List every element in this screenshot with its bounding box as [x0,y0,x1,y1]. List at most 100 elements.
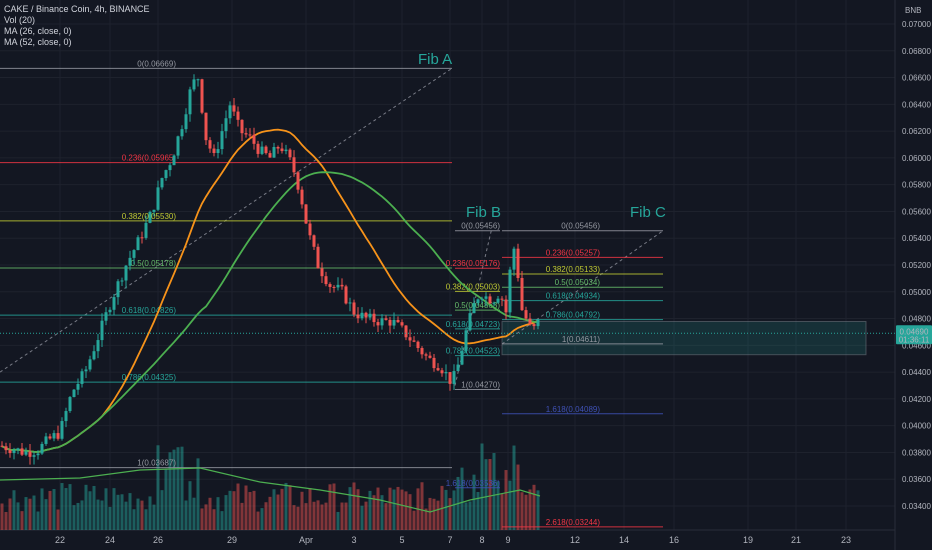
volume-bar [496,481,500,530]
candle-body [452,371,456,384]
candle [484,292,488,307]
volume-bar [412,510,416,530]
volume-bar [348,487,352,530]
volume-bar [408,494,412,530]
candle [108,307,112,316]
ma52-indicator-label[interactable]: MA (52, close, 0) [4,37,72,47]
candle [268,150,272,158]
volume-bar [140,500,144,530]
candle-body [320,268,324,277]
volume-bar [368,490,372,530]
volume-bar [88,491,92,530]
candle-body [96,340,100,352]
candle [104,307,108,326]
candle-body [216,149,220,153]
volume-bar [60,483,64,530]
volume-bar [100,500,104,530]
candle [176,135,180,159]
candle [336,277,340,291]
candle [348,297,352,312]
candle [388,316,392,333]
volume-bar [356,489,360,530]
volume-bar [452,490,456,530]
y-tick-label: 0.05200 [902,261,931,270]
candle [216,141,220,159]
candle [116,279,120,305]
fib-b-level-label: 0.618(0.04723) [446,320,501,329]
candle-body [284,149,288,152]
candle-body [536,319,540,327]
candle [40,441,44,455]
candle-body [20,448,24,455]
candle-body [4,446,8,451]
candle-body [356,314,360,319]
candle-body [432,357,436,369]
candle-body [480,298,484,300]
volume-bar [148,496,152,530]
fib-a-level-label: 1(0.03687) [137,459,176,468]
fib-a-level-label: 0.5(0.05178) [131,259,177,268]
candle-body [364,312,368,318]
volume-bar [484,459,488,530]
volume-bar [228,490,232,530]
candle-body [16,448,20,451]
ma26-indicator-label[interactable]: MA (26, close, 0) [4,26,72,36]
volume-bar [92,485,96,530]
volume-bar [0,503,4,530]
candle [436,363,440,372]
volume-bar [132,509,136,530]
candle [152,209,156,217]
volume-bar [124,501,128,530]
candle [520,271,524,311]
candle [532,323,536,330]
fib-c: 0(0.05456) 0.236(0.05257) 0.382(0.05133) 0.… [502,222,663,528]
candle-body [76,383,80,390]
candle [132,249,136,265]
y-tick-label: 0.04800 [902,315,931,324]
candle [480,296,484,304]
candle-body [236,111,240,120]
fib-c-level-label: 1.618(0.04089) [546,405,601,414]
candle [292,150,296,177]
candle-body [276,146,280,149]
candle [452,364,456,390]
currency-label: BNB [905,6,921,15]
candle-body [288,149,292,158]
candle [168,162,172,177]
volume-bar [184,500,188,530]
volume-bar [268,496,272,530]
fib-a-trendline [0,67,453,373]
volume-bar [512,445,516,530]
fib-c-title: Fib C [630,204,666,221]
candle-body [180,129,184,137]
candle [352,299,356,318]
candle [356,307,360,324]
candle [120,277,124,286]
candle-body [464,330,468,351]
candle [408,329,412,348]
symbol-title[interactable]: CAKE / Binance Coin, 4h, BINANCE [4,4,150,14]
x-tick-label: 7 [447,535,452,545]
candle [416,340,420,352]
candle-body [348,302,352,304]
candle-body [352,302,356,315]
candle [124,264,128,289]
volume-bar [536,490,540,530]
candle-body [160,178,164,188]
candle-body [336,284,340,288]
candle [284,144,288,155]
candle [328,282,332,293]
candle-body [184,114,188,130]
candle [140,231,144,244]
x-tick-label: 21 [791,535,801,545]
candle [32,451,36,465]
volume-bar [476,491,480,530]
volume-bar [460,467,464,530]
candle-body [256,143,260,154]
volume-bar [32,495,36,530]
volume-bar [80,500,84,530]
candle [400,319,404,328]
volume-indicator-label[interactable]: Vol (20) [4,15,36,25]
volume-bar [44,499,48,530]
